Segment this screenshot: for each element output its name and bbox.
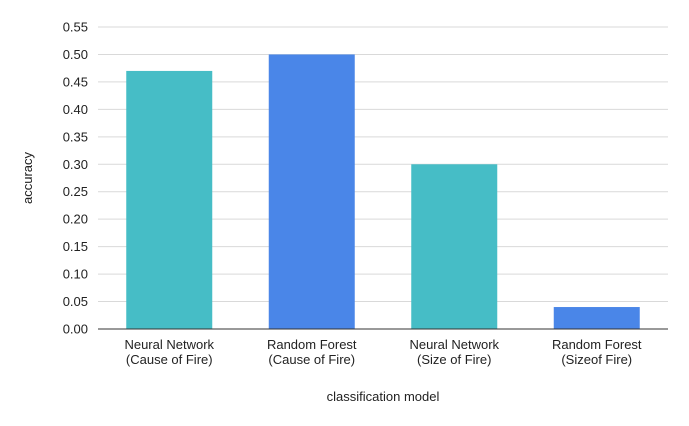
bars [126,54,640,330]
y-tick-label: 0.30 [63,157,88,172]
y-tick-label: 0.05 [63,294,88,309]
y-axis-title: accuracy [20,151,35,204]
y-tick-label: 0.15 [63,239,88,254]
x-axis-category-labels: Neural Network (Cause of Fire) Random Fore… [124,337,641,367]
y-tick-label: 0.45 [63,74,88,89]
x-category-label: Neural Network (Cause of Fire) [124,337,214,367]
y-tick-label: 0.35 [63,129,88,144]
y-axis-ticks: 0.00 0.05 0.10 0.15 0.20 0.25 0.30 0.35 0.40 0.45… [63,20,88,337]
x-category-label: Random Forest (Cause of Fire) [267,337,357,367]
y-tick-label: 0.55 [63,20,88,35]
x-category-label: Random Forest (Sizeof Fire) [552,337,642,367]
bar [411,164,498,329]
y-tick-label: 0.25 [63,184,88,199]
bar [553,307,640,329]
x-axis-title: classification model [327,389,440,404]
y-tick-label: 0.40 [63,102,88,117]
x-category-label: Neural Network (Size of Fire) [409,337,499,367]
bar [268,54,355,330]
bar [126,70,213,329]
y-tick-label: 0.20 [63,212,88,227]
y-tick-label: 0.10 [63,267,88,282]
y-tick-label: 0.50 [63,47,88,62]
y-tick-label: 0.00 [63,322,88,337]
